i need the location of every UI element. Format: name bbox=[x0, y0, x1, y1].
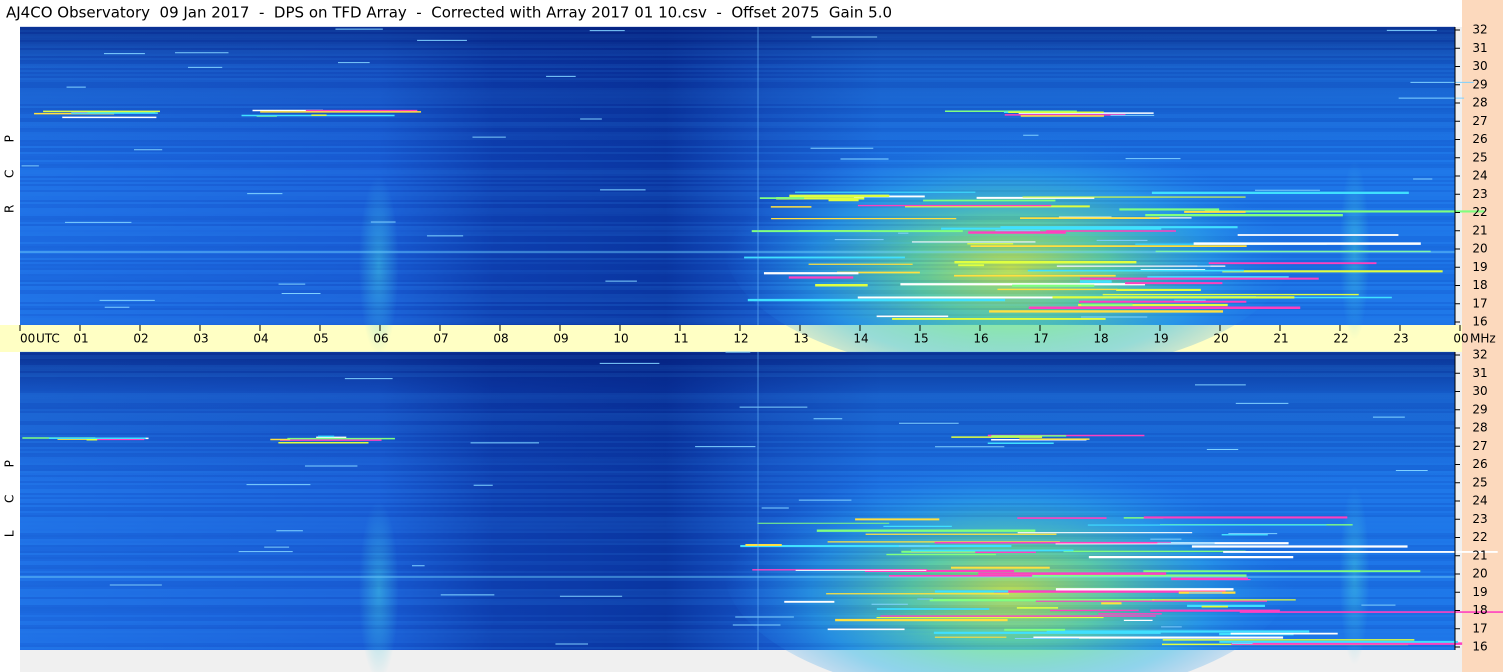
frequency-label: 31 bbox=[1472, 41, 1487, 55]
frequency-label: 31 bbox=[1472, 366, 1487, 380]
frequency-label: 23 bbox=[1472, 512, 1487, 526]
frequency-label: 26 bbox=[1472, 132, 1487, 146]
frequency-label: 27 bbox=[1472, 439, 1487, 453]
frequency-label: 25 bbox=[1472, 150, 1487, 164]
spectrogram-panel bbox=[20, 351, 1503, 672]
time-label: 00 bbox=[1453, 332, 1468, 346]
frequency-label: 19 bbox=[1472, 260, 1487, 274]
frequency-label: 32 bbox=[1472, 23, 1487, 37]
frequency-label: 24 bbox=[1472, 169, 1487, 183]
time-label: 19 bbox=[1153, 332, 1168, 346]
frequency-label: 17 bbox=[1472, 621, 1487, 635]
time-label: 14 bbox=[853, 332, 868, 346]
frequency-label: 18 bbox=[1472, 278, 1487, 292]
time-label: 01 bbox=[73, 332, 88, 346]
frequency-label: 25 bbox=[1472, 475, 1487, 489]
frequency-unit: MHz bbox=[1470, 332, 1496, 346]
frequency-label: 19 bbox=[1472, 585, 1487, 599]
frequency-label: 22 bbox=[1472, 205, 1487, 219]
frequency-label: 29 bbox=[1472, 402, 1487, 416]
frequency-label: 21 bbox=[1472, 223, 1487, 237]
time-label: 16 bbox=[973, 332, 988, 346]
time-axis-band bbox=[0, 325, 1462, 352]
frequency-label: 17 bbox=[1472, 296, 1487, 310]
time-label: 21 bbox=[1273, 332, 1288, 346]
panel-letter: P bbox=[3, 135, 17, 142]
time-label: 09 bbox=[553, 332, 568, 346]
time-label: 11 bbox=[673, 332, 688, 346]
frequency-label: 26 bbox=[1472, 457, 1487, 471]
faint-blob bbox=[358, 501, 399, 672]
time-label: 22 bbox=[1333, 332, 1348, 346]
faint-blob bbox=[358, 176, 399, 355]
time-label: 23 bbox=[1393, 332, 1408, 346]
time-label: 04 bbox=[253, 332, 268, 346]
panel-letter: C bbox=[3, 495, 17, 503]
time-label: 00 bbox=[20, 332, 35, 346]
time-label: 06 bbox=[373, 332, 388, 346]
panel-letter: L bbox=[3, 530, 17, 537]
time-label: 18 bbox=[1093, 332, 1108, 346]
panel-letter: R bbox=[3, 205, 17, 213]
frequency-label: 21 bbox=[1472, 548, 1487, 562]
panel-dark bbox=[20, 27, 1455, 162]
frequency-label: 28 bbox=[1472, 96, 1487, 110]
frequency-strip bbox=[1462, 0, 1503, 672]
time-label: 02 bbox=[133, 332, 148, 346]
time-label: 10 bbox=[613, 332, 628, 346]
frequency-label: 24 bbox=[1472, 494, 1487, 508]
frequency-label: 18 bbox=[1472, 603, 1487, 617]
frequency-label: 16 bbox=[1472, 640, 1487, 654]
frequency-label: 20 bbox=[1472, 567, 1487, 581]
panel-dark bbox=[20, 352, 1455, 487]
time-label: 12 bbox=[733, 332, 748, 346]
title-bar bbox=[0, 0, 1462, 27]
frequency-label: 32 bbox=[1472, 348, 1487, 362]
title: AJ4CO Observatory 09 Jan 2017 - DPS on T… bbox=[6, 4, 892, 22]
frequency-label: 22 bbox=[1472, 530, 1487, 544]
time-label: 20 bbox=[1213, 332, 1228, 346]
spectrogram-panel bbox=[20, 26, 1485, 376]
panel-letter: C bbox=[3, 170, 17, 178]
frequency-label: 28 bbox=[1472, 421, 1487, 435]
frequency-label: 30 bbox=[1472, 59, 1487, 73]
time-label: 13 bbox=[793, 332, 808, 346]
frequency-label: 23 bbox=[1472, 187, 1487, 201]
time-label: 17 bbox=[1033, 332, 1048, 346]
time-label: 08 bbox=[493, 332, 508, 346]
time-label: 07 bbox=[433, 332, 448, 346]
frequency-label: 20 bbox=[1472, 242, 1487, 256]
panel-letter: P bbox=[3, 460, 17, 467]
frequency-label: 30 bbox=[1472, 384, 1487, 398]
frequency-label: 27 bbox=[1472, 114, 1487, 128]
time-label: 15 bbox=[913, 332, 928, 346]
faint-blob bbox=[1339, 486, 1370, 665]
time-label: 05 bbox=[313, 332, 328, 346]
frequency-label: 29 bbox=[1472, 77, 1487, 91]
time-unit: UTC bbox=[36, 332, 60, 346]
time-label: 03 bbox=[193, 332, 208, 346]
frequency-label: 16 bbox=[1472, 315, 1487, 329]
